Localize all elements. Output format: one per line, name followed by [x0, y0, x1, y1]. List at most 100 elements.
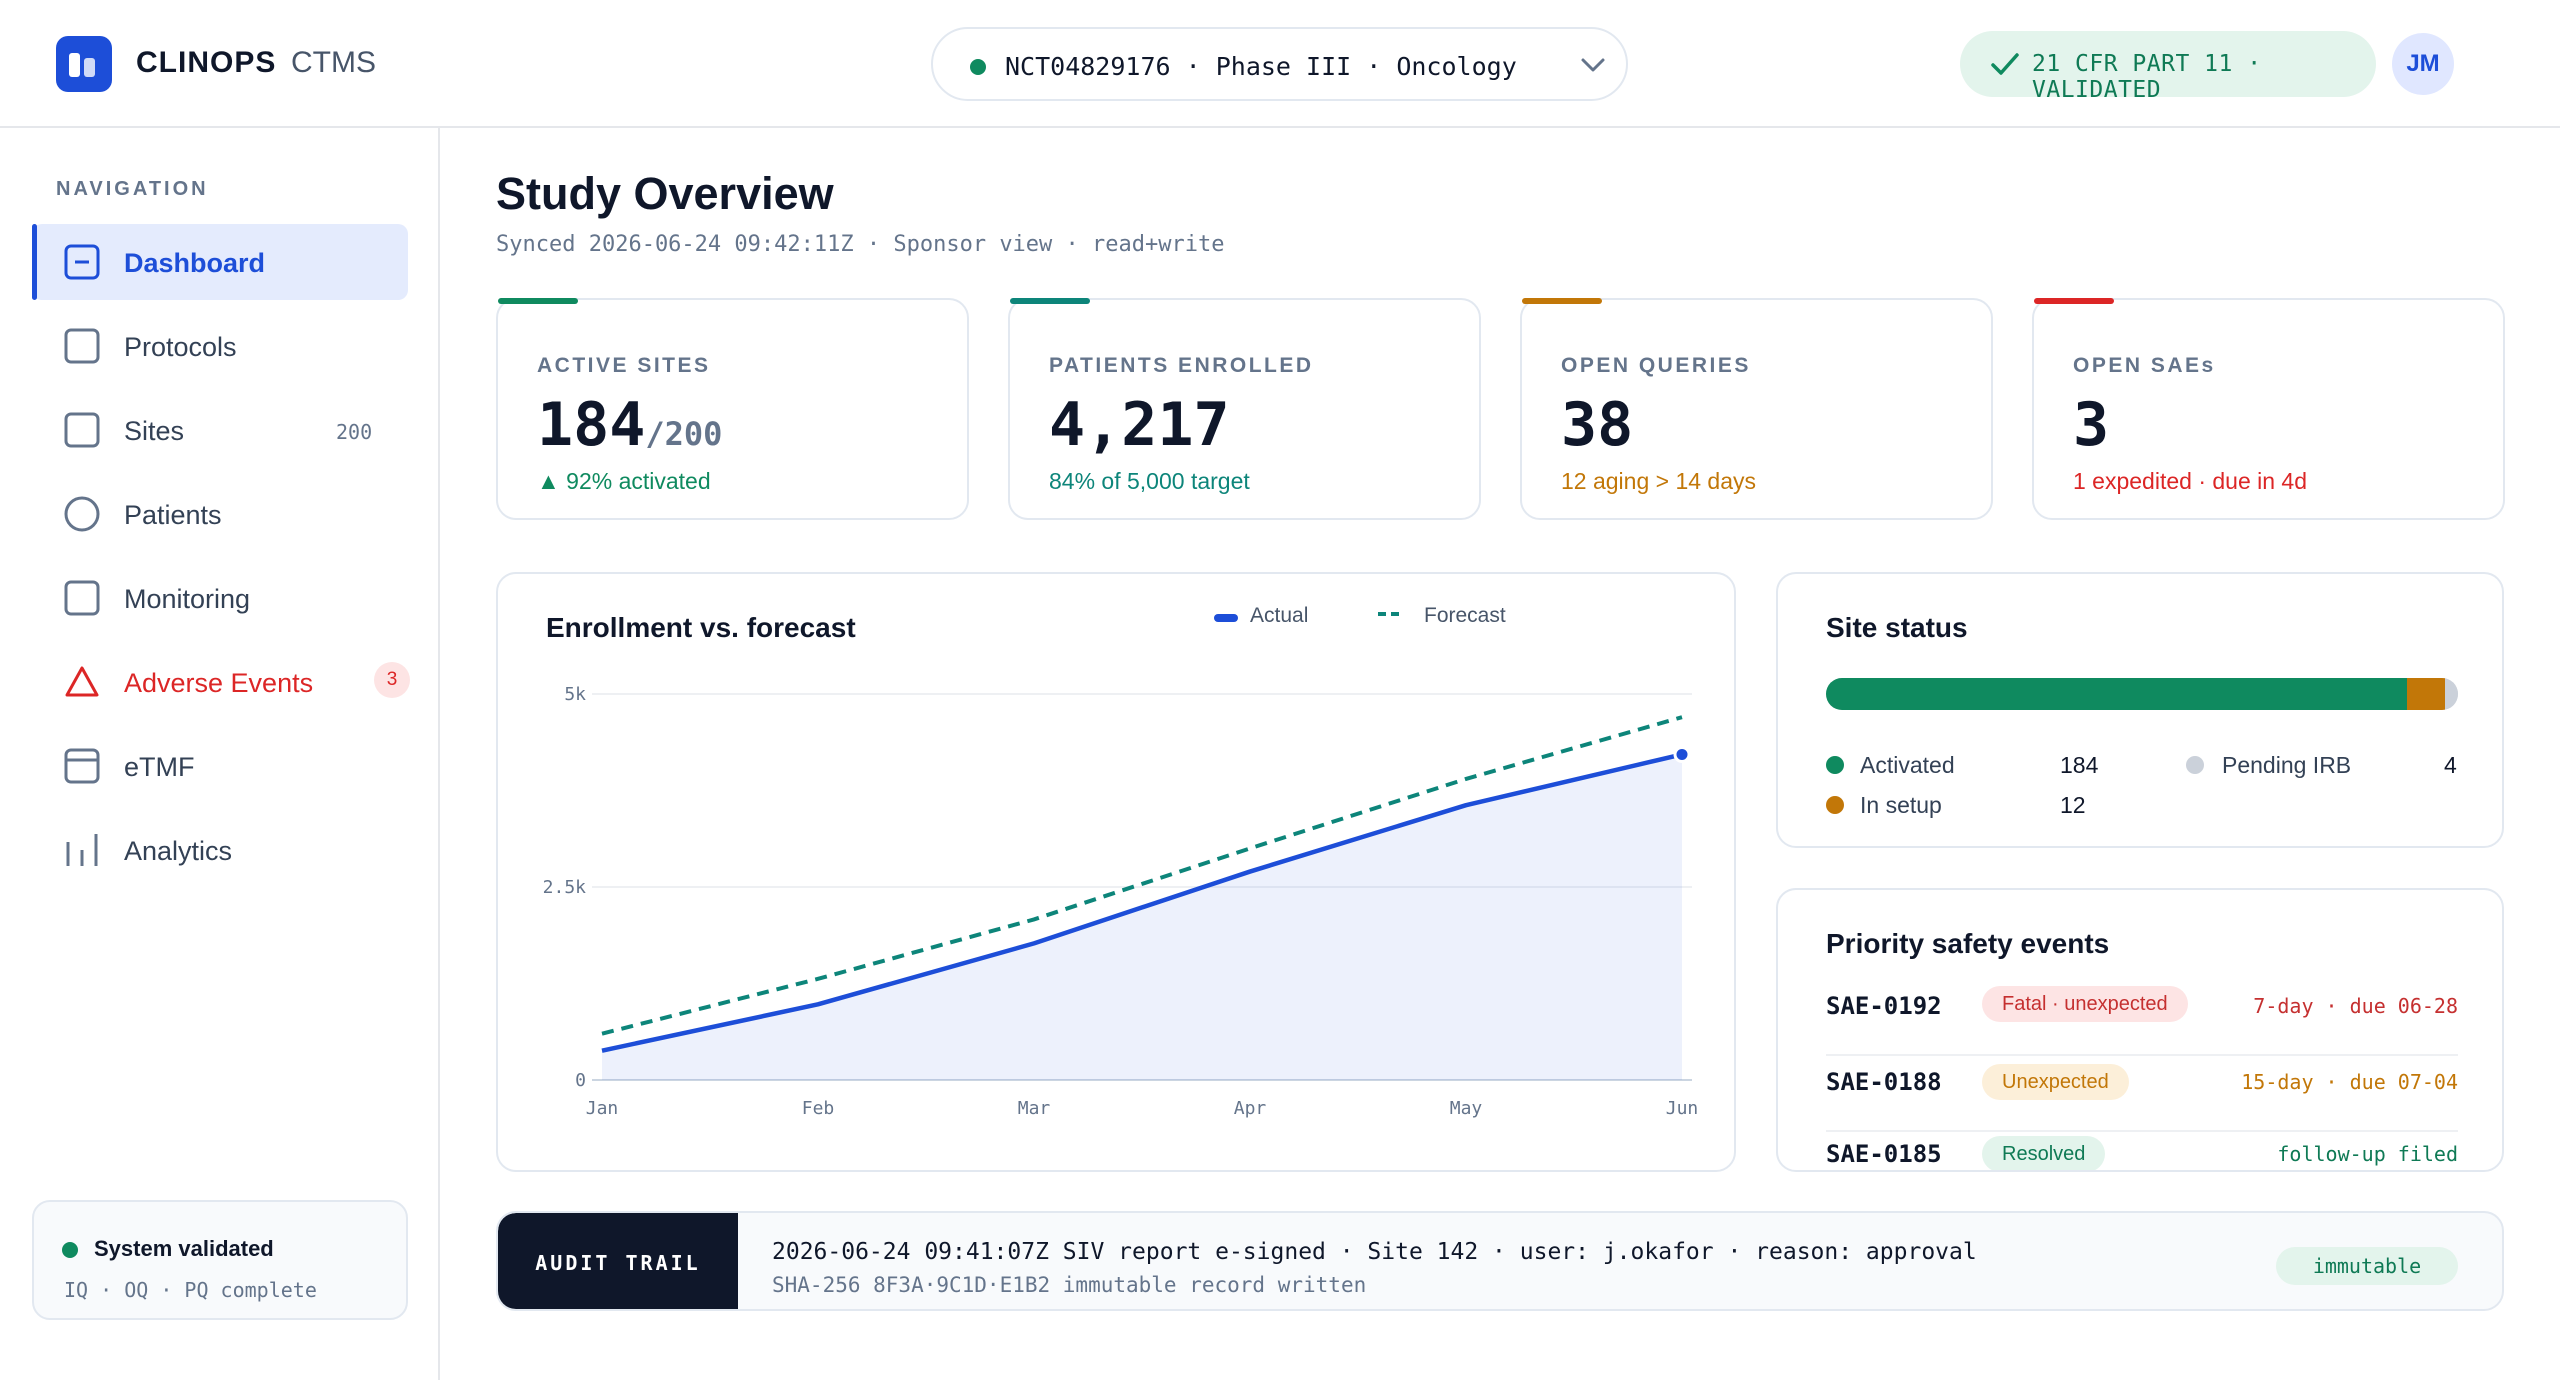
safety-events-title: Priority safety events	[1826, 928, 2110, 959]
page-subtitle: Synced 2026-06-24 09:42:11Z · Sponsor vi…	[496, 232, 1225, 257]
sidebar-item-analytics[interactable]: Analytics	[32, 812, 408, 888]
app-logo[interactable]	[56, 36, 112, 92]
chevron-down-icon	[1581, 58, 1605, 72]
x-tick-label: Apr	[1234, 1098, 1267, 1119]
y-tick-label: 5k	[564, 684, 586, 705]
safety-events-panel: Priority safety events SAE-0192 Fatal · …	[1776, 888, 2504, 1172]
status-segment-activated	[1826, 678, 2408, 710]
nav-heading: NAVIGATION	[56, 178, 209, 200]
kpi-card-open-saes[interactable]: OPEN SAEs 3 1 expedited · due in 4d	[2032, 298, 2505, 520]
sae-row[interactable]: SAE-0192 Fatal · unexpected 7-day · due …	[1826, 980, 2458, 1056]
sae-id: SAE-0188	[1826, 1068, 1942, 1096]
sidebar-item-dashboard[interactable]: Dashboard	[32, 224, 408, 300]
system-status-dot	[62, 1242, 78, 1258]
etmf-icon	[64, 748, 100, 784]
kpi-value-number: 184	[537, 390, 646, 460]
sae-due: 15-day · due 07-04	[2241, 1070, 2458, 1094]
protocols-icon	[64, 328, 100, 364]
sae-status-pill: Fatal · unexpected	[1982, 986, 2188, 1022]
kpi-label: OPEN QUERIES	[1561, 354, 1751, 377]
compliance-label: 21 CFR PART 11 · VALIDATED	[2032, 51, 2262, 103]
study-selector[interactable]: NCT04829176 · Phase III · Oncology	[931, 27, 1628, 101]
kpi-label: ACTIVE SITES	[537, 354, 711, 377]
sidebar: NAVIGATION Dashboard Protocols Sites 200…	[0, 128, 440, 1380]
warning-triangle-icon	[65, 666, 99, 697]
adverse-events-badge: 3	[374, 662, 410, 698]
user-avatar[interactable]: JM	[2392, 33, 2454, 95]
kpi-note: 1 expedited · due in 4d	[2073, 468, 2308, 494]
patients-icon	[64, 496, 100, 532]
analytics-icon	[66, 834, 98, 866]
sidebar-item-label: Patients	[124, 500, 222, 530]
kpi-value: 4,217	[1049, 390, 1230, 460]
status-dot-pending-irb	[2186, 756, 2204, 774]
status-segment-in-setup	[2407, 678, 2446, 710]
status-value-in-setup: 12	[2060, 792, 2086, 818]
legend-actual-swatch	[1214, 614, 1238, 622]
kpi-card-active-sites[interactable]: ACTIVE SITES 184/200 ▲ 92% activated	[496, 298, 969, 520]
monitoring-icon	[64, 580, 100, 616]
sae-due: follow-up filed	[2277, 1142, 2458, 1166]
sae-row[interactable]: SAE-0188 Unexpected 15-day · due 07-04	[1826, 1056, 2458, 1132]
study-status-dot	[970, 59, 986, 75]
legend-forecast-swatch	[1378, 612, 1404, 616]
x-tick-label: Jan	[586, 1098, 619, 1119]
sidebar-item-protocols[interactable]: Protocols	[32, 308, 408, 384]
audit-trail-bar: AUDIT TRAIL 2026-06-24 09:41:07Z SIV rep…	[496, 1211, 2504, 1311]
site-status-bar	[1826, 678, 2458, 710]
x-tick-label: Mar	[1018, 1098, 1051, 1119]
actual-area	[602, 754, 1682, 1080]
status-label-pending-irb: Pending IRB	[2222, 752, 2352, 778]
status-segment-pending-irb	[2445, 678, 2458, 710]
sae-id: SAE-0185	[1826, 1140, 1942, 1168]
actual-end-point	[1673, 745, 1691, 763]
sidebar-item-patients[interactable]: Patients	[32, 476, 408, 552]
audit-hash-line: SHA-256 8F3A·9C1D·E1B2 immutable record …	[772, 1273, 1367, 1297]
sidebar-item-label: Monitoring	[124, 584, 251, 614]
status-dot-activated	[1826, 756, 1844, 774]
site-status-panel: Site status Activated 184 Pending IRB 4 …	[1776, 572, 2504, 848]
sidebar-item-sites[interactable]: Sites 200	[32, 392, 408, 468]
kpi-accent-bar	[1522, 298, 1602, 304]
kpi-value: 184/200	[537, 390, 722, 460]
x-tick-label: Feb	[802, 1098, 835, 1119]
forecast-line	[601, 715, 1683, 1036]
y-tick-label: 0	[575, 1070, 586, 1091]
sidebar-item-adverse-events[interactable]: Adverse Events 3	[32, 644, 410, 720]
kpi-card-patients-enrolled[interactable]: PATIENTS ENROLLED 4,217 84% of 5,000 tar…	[1008, 298, 1481, 520]
sidebar-item-label: Protocols	[124, 332, 237, 362]
system-validation-card: System validated IQ · OQ · PQ complete	[32, 1200, 408, 1320]
sae-due: 7-day · due 06-28	[2253, 994, 2458, 1018]
sidebar-item-label: Sites	[124, 416, 185, 446]
system-status-sub: IQ · OQ · PQ complete	[64, 1278, 317, 1302]
brand-name: CLINOPS	[136, 46, 277, 79]
status-label-activated: Activated	[1860, 752, 1955, 778]
audit-trail-tag: AUDIT TRAIL	[498, 1213, 738, 1309]
legend-actual-label: Actual	[1250, 604, 1309, 627]
x-tick-label: Jun	[1666, 1098, 1699, 1119]
sae-row[interactable]: SAE-0185 Resolved follow-up filed	[1826, 1132, 2458, 1170]
status-label-in-setup: In setup	[1860, 792, 1942, 818]
page-title: Study Overview	[496, 168, 834, 219]
status-value-pending-irb: 4	[2444, 752, 2457, 778]
sae-status-pill: Resolved	[1982, 1136, 2106, 1170]
kpi-card-open-queries[interactable]: OPEN QUERIES 38 12 aging > 14 days	[1520, 298, 1993, 520]
sidebar-item-monitoring[interactable]: Monitoring	[32, 560, 408, 636]
kpi-label: PATIENTS ENROLLED	[1049, 354, 1314, 377]
check-icon	[1991, 53, 2019, 75]
sidebar-item-label: Adverse Events	[124, 668, 314, 698]
sites-count: 200	[336, 420, 373, 444]
kpi-value: 38	[1561, 390, 1634, 460]
kpi-accent-bar	[498, 298, 578, 304]
chart-title: Enrollment vs. forecast	[546, 612, 856, 643]
sidebar-item-etmf[interactable]: eTMF	[32, 728, 408, 804]
brand-subtitle: CTMS	[291, 46, 376, 79]
kpi-value-of: /200	[645, 415, 723, 453]
study-selector-label: NCT04829176 · Phase III · Oncology	[1005, 52, 1517, 81]
kpi-note: 12 aging > 14 days	[1561, 468, 1757, 494]
top-header: CLINOPS CTMS NCT04829176 · Phase III · O…	[0, 0, 2560, 128]
sidebar-item-label: eTMF	[124, 752, 195, 782]
kpi-note: 84% of 5,000 target	[1049, 468, 1250, 494]
status-dot-in-setup	[1826, 796, 1844, 814]
